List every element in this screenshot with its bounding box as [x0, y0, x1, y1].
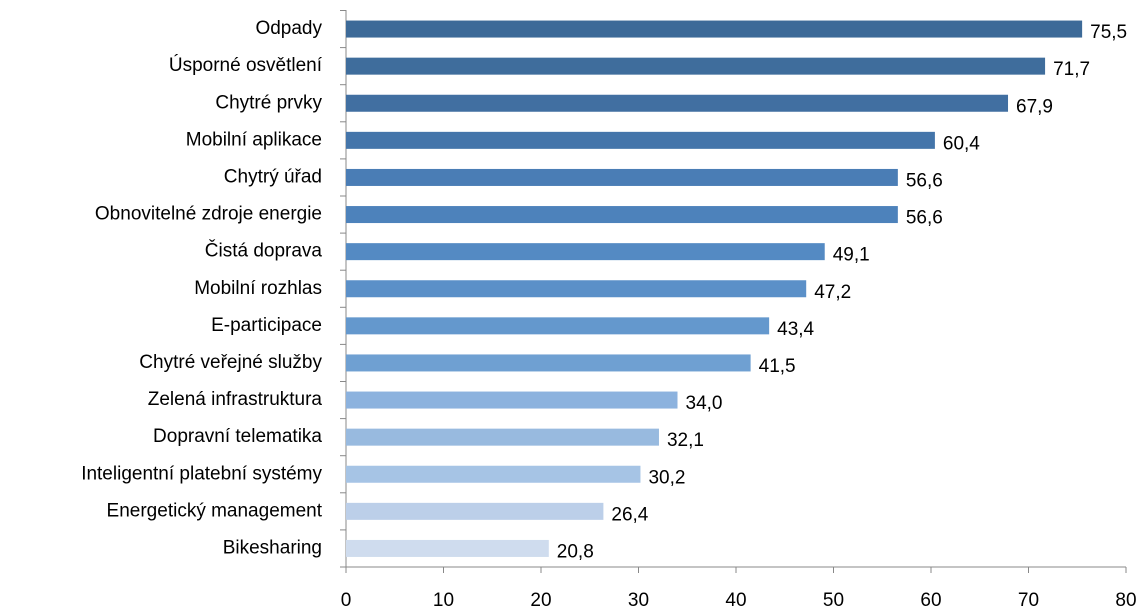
x-tick-label: 0	[341, 590, 352, 611]
value-label: 75,5	[1090, 22, 1127, 43]
y-tick-label: Bikesharing	[223, 537, 322, 558]
x-tick-label: 60	[920, 590, 941, 611]
value-label: 56,6	[906, 208, 943, 229]
bar	[346, 280, 807, 298]
bar	[346, 391, 678, 409]
y-tick-label: Úsporné osvětlení	[169, 54, 323, 76]
y-tick-label: Chytrý úřad	[224, 166, 322, 187]
bar	[346, 131, 935, 149]
bar	[346, 20, 1083, 38]
x-tick-label: 80	[1115, 590, 1136, 611]
y-tick-label: Inteligentní platební systémy	[81, 463, 322, 484]
x-tick-label: 50	[823, 590, 844, 611]
x-tick-label: 20	[530, 590, 551, 611]
value-label: 26,4	[611, 504, 648, 525]
y-tick-label: Mobilní aplikace	[186, 129, 322, 150]
bar	[346, 206, 898, 224]
x-tick-label: 70	[1018, 590, 1039, 611]
y-tick-label: Čistá doprava	[205, 240, 323, 262]
value-label: 32,1	[667, 430, 704, 451]
value-label: 49,1	[833, 245, 870, 266]
value-label: 67,9	[1016, 96, 1053, 117]
x-tick-label: 30	[628, 590, 649, 611]
y-tick-label: Zelená infrastruktura	[148, 389, 323, 410]
y-tick-label: Energetický management	[107, 500, 323, 521]
y-tick-label: Odpady	[255, 18, 322, 39]
y-tick-label: Mobilní rozhlas	[194, 278, 322, 299]
value-label: 41,5	[759, 356, 796, 377]
y-tick-label: Dopravní telematika	[153, 426, 322, 447]
value-label: 71,7	[1053, 59, 1090, 80]
bar	[346, 465, 641, 483]
bar	[346, 168, 898, 186]
y-tick-label: Obnovitelné zdroje energie	[95, 204, 322, 225]
value-label: 56,6	[906, 170, 943, 191]
value-label: 60,4	[943, 133, 980, 154]
y-tick-label: Chytré veřejné služby	[139, 352, 322, 373]
x-tick-label: 10	[433, 590, 454, 611]
value-label: 47,2	[814, 282, 851, 303]
bar	[346, 243, 825, 261]
value-label: 34,0	[686, 393, 723, 414]
value-label: 20,8	[557, 541, 594, 562]
bar	[346, 539, 549, 557]
bar	[346, 94, 1009, 112]
bar	[346, 428, 659, 446]
y-tick-label: E-participace	[211, 315, 322, 336]
bar	[346, 502, 604, 520]
bar	[346, 354, 751, 372]
value-label: 30,2	[648, 467, 685, 488]
bar	[346, 57, 1046, 75]
x-tick-label: 40	[725, 590, 746, 611]
y-tick-label: Chytré prvky	[215, 92, 322, 113]
value-label: 43,4	[777, 319, 814, 340]
bar	[346, 317, 770, 335]
